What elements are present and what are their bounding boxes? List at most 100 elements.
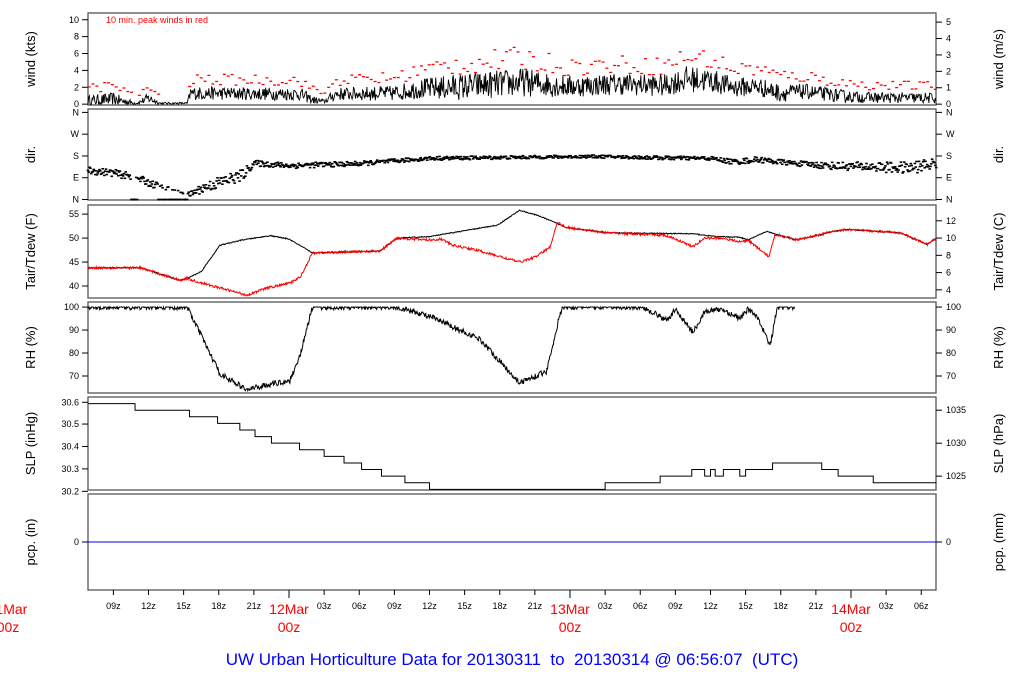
y-tick-label-left: W — [71, 129, 80, 139]
panel-frame — [87, 396, 937, 491]
time-tick-label: 12z — [703, 601, 718, 611]
y-tick-label-right: N — [946, 195, 953, 205]
y-axis-label-left: Tair/Tdew (F) — [23, 213, 38, 290]
panel-frame — [87, 108, 937, 201]
y-tick-label-left: 8 — [74, 32, 79, 42]
y-axis-label-left: RH (%) — [23, 326, 38, 369]
y-tick-label-left: 30.3 — [61, 464, 79, 474]
time-tick-label: 09z — [387, 601, 402, 611]
panel-slp: 30.2 30.3 30.4 30.5 30.6 1025 1030 1035 SLP (inH… — [23, 396, 1006, 496]
y-tick-label-right: W — [946, 129, 955, 139]
y-axis-label-right: dir. — [991, 146, 1006, 163]
y-axis-label-left: pcp. (in) — [23, 519, 38, 566]
y-tick-label-right: 4 — [946, 34, 951, 44]
y-tick-label-left: 30.6 — [61, 397, 79, 407]
y-tick-label-left: 80 — [69, 348, 79, 358]
mean-wind-line — [87, 66, 937, 106]
y-tick-label-left: 10 — [69, 15, 79, 25]
y-tick-label-right: E — [946, 173, 952, 183]
series-group — [87, 403, 937, 490]
chart-title: UW Urban Horticulture Data for 20130311 … — [225, 650, 799, 669]
y-tick-label-right: 10 — [946, 233, 956, 243]
series-line-slp-hpa- — [87, 403, 937, 490]
time-tick-label: 18z — [492, 601, 507, 611]
y-tick-label-left: 50 — [69, 233, 79, 243]
y-tick-label-right: 6 — [946, 268, 951, 278]
y-tick-label-right: N — [946, 107, 953, 117]
time-tick-label: 21z — [809, 601, 824, 611]
y-tick-label-left: 40 — [69, 281, 79, 291]
y-tick-label-left: 30.2 — [61, 486, 79, 496]
y-tick-label-right: 2 — [946, 66, 951, 76]
y-tick-label-right: 1030 — [946, 438, 966, 448]
y-axis-label-right: SLP (hPa) — [991, 414, 1006, 474]
time-tick-label: 03z — [879, 601, 894, 611]
series-group — [86, 154, 938, 201]
day-label: 14Mar — [831, 601, 871, 617]
y-tick-label-left: S — [73, 151, 79, 161]
time-tick-label: 18z — [211, 601, 226, 611]
y-tick-label-right: 80 — [946, 348, 956, 358]
day-label-hour: 00z — [559, 619, 582, 635]
time-tick-label: 12z — [141, 601, 156, 611]
peak-wind-note: 10 min. peak winds in red — [106, 15, 208, 25]
y-tick-label-right: 0 — [946, 537, 951, 547]
day-label-hour: 00z — [840, 619, 863, 635]
y-axis-label-left: SLP (inHg) — [23, 412, 38, 475]
time-tick-label: 15z — [176, 601, 191, 611]
time-tick-label: 06z — [352, 601, 367, 611]
time-tick-label: 03z — [317, 601, 332, 611]
y-axis-label-right: RH (%) — [991, 326, 1006, 369]
series-group — [87, 209, 937, 297]
y-tick-label-right: 0 — [946, 99, 951, 109]
y-tick-label-left: E — [73, 173, 79, 183]
y-tick-label-right: 12 — [946, 216, 956, 226]
series-group — [87, 46, 937, 106]
time-tick-label: 15z — [457, 601, 472, 611]
y-tick-label-left: 30.5 — [61, 419, 79, 429]
time-tick-label: 03z — [598, 601, 613, 611]
panel-frame — [87, 204, 937, 299]
y-tick-label-left: 2 — [74, 82, 79, 92]
y-tick-label-left: 6 — [74, 49, 79, 59]
y-tick-label-left: N — [73, 107, 80, 117]
y-tick-label-left: 4 — [74, 65, 79, 75]
time-tick-label: 06z — [914, 601, 929, 611]
y-tick-label-right: 70 — [946, 371, 956, 381]
series-line-tdew-f- — [87, 221, 937, 297]
panel-frame — [87, 301, 937, 394]
y-tick-label-left: 30.4 — [61, 441, 79, 451]
y-tick-label-right: 90 — [946, 325, 956, 335]
y-tick-label-left: 70 — [69, 371, 79, 381]
panel-pcp: 0 0 pcp. (in) pcp. (mm) — [23, 493, 1006, 591]
time-tick-label: 09z — [106, 601, 121, 611]
y-tick-label-left: 0 — [74, 99, 79, 109]
y-tick-label-right: 1 — [946, 83, 951, 93]
time-axis: 09z 12z 15z 18z 21z 03z 06z 09z 12z 15z 18z 21z 03z 0… — [0, 590, 929, 635]
y-tick-label-right: S — [946, 151, 952, 161]
day-label-hour: 00z — [0, 619, 19, 635]
time-tick-label: 18z — [773, 601, 788, 611]
time-tick-label: 06z — [633, 601, 648, 611]
series-line-rh- — [87, 305, 796, 393]
day-label: 12Mar — [269, 601, 309, 617]
y-tick-label-right: 1025 — [946, 471, 966, 481]
y-axis-label-right: wind (m/s) — [991, 29, 1006, 90]
y-tick-label-left: 45 — [69, 257, 79, 267]
day-label-hour: 00z — [278, 619, 301, 635]
y-axis-label-left: dir. — [23, 146, 38, 163]
y-tick-label-left: 55 — [69, 209, 79, 219]
y-tick-label-right: 5 — [946, 17, 951, 27]
panel-wind: 0 2 4 6 8 10 0 1 2 3 4 5 wind (kts) wind (m/s) 10 min.… — [23, 12, 1006, 109]
time-tick-label: 21z — [528, 601, 543, 611]
y-tick-label-right: 3 — [946, 50, 951, 60]
panel-temp: 40 45 50 55 4 6 8 10 12 Tair/Tdew (F) Tair/Tdew (C… — [23, 204, 1006, 299]
time-tick-label: 09z — [668, 601, 683, 611]
y-tick-label-right: 100 — [946, 302, 961, 312]
series-group — [87, 305, 796, 393]
time-tick-label: 15z — [738, 601, 753, 611]
y-axis-label-right: pcp. (mm) — [991, 513, 1006, 572]
time-tick-label: 21z — [247, 601, 262, 611]
